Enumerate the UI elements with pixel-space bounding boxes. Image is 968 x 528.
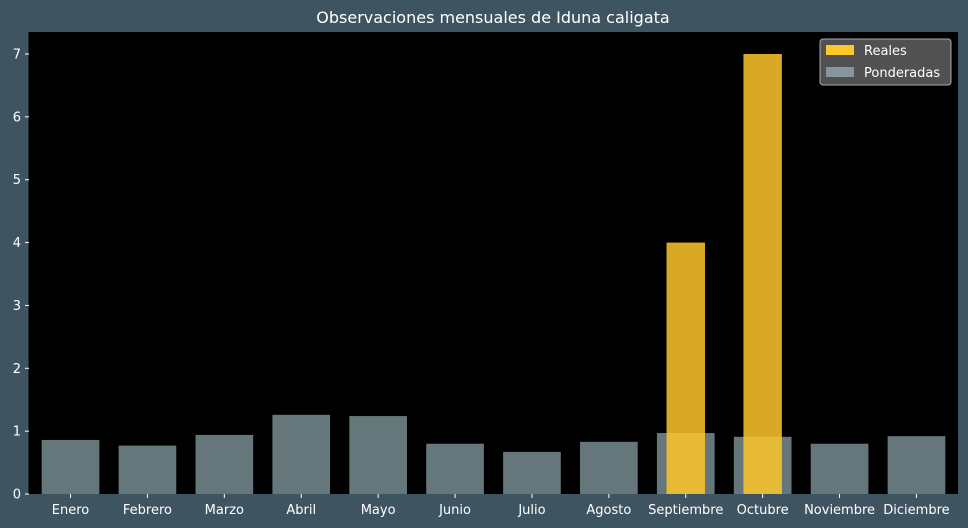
- x-tick-label-diciembre: Diciembre: [883, 503, 949, 518]
- plot-area: [29, 32, 958, 494]
- bar-ponderadas-junio: [426, 443, 484, 494]
- bar-reales-septiembre: [666, 242, 705, 494]
- x-tick-label-septiembre: Septiembre: [648, 503, 723, 518]
- bar-ponderadas-febrero: [118, 445, 177, 494]
- chart-title: Observaciones mensuales de Iduna caligat…: [316, 8, 669, 27]
- legend-swatch-ponderadas: [826, 67, 854, 77]
- y-tick-label: 0: [13, 488, 21, 503]
- bar-ponderadas-noviembre: [810, 443, 869, 494]
- bar-ponderadas-julio: [503, 451, 561, 494]
- bar-ponderadas-diciembre: [887, 436, 946, 494]
- x-tick-label-abril: Abril: [286, 503, 316, 518]
- y-tick-label: 2: [13, 362, 21, 377]
- x-tick-label-mayo: Mayo: [361, 503, 396, 518]
- bar-reales-octubre: [743, 54, 782, 494]
- legend-label-reales: Reales: [864, 44, 907, 59]
- y-tick-label: 4: [13, 236, 21, 251]
- x-tick-label-agosto: Agosto: [586, 503, 631, 518]
- x-tick-label-octubre: Octubre: [737, 503, 789, 518]
- legend-label-ponderadas: Ponderadas: [864, 66, 940, 81]
- y-tick-label: 6: [13, 110, 21, 125]
- y-tick-label: 3: [13, 299, 21, 314]
- x-tick-label-febrero: Febrero: [123, 503, 172, 518]
- bar-ponderadas-enero: [41, 439, 100, 494]
- x-axis: Enero Febrero Marzo Abril Mayo Junio Julio Agos…: [52, 494, 950, 518]
- series-reales: [666, 54, 782, 494]
- x-tick-label-julio: Julio: [517, 503, 545, 518]
- legend: Reales Ponderadas: [819, 38, 952, 86]
- bar-ponderadas-marzo: [195, 434, 254, 494]
- y-axis: 0 1 2 3 4 5 6 7: [13, 32, 30, 503]
- y-tick-label: 7: [13, 48, 21, 63]
- y-tick-label: 1: [13, 425, 21, 440]
- bar-ponderadas-abril: [272, 414, 331, 494]
- y-tick-label: 5: [13, 173, 21, 188]
- x-tick-label-marzo: Marzo: [205, 503, 244, 518]
- legend-swatch-reales: [826, 45, 854, 55]
- bar-ponderadas-agosto: [580, 441, 638, 494]
- bar-ponderadas-mayo: [349, 416, 407, 494]
- x-tick-label-junio: Junio: [438, 503, 471, 518]
- x-tick-label-enero: Enero: [52, 503, 90, 518]
- x-tick-label-noviembre: Noviembre: [804, 503, 875, 518]
